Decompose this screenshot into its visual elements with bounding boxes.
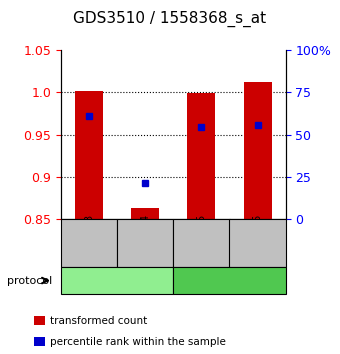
Text: percentile rank within the sample: percentile rank within the sample (50, 337, 226, 347)
Bar (243, 82, 272, 219)
Text: GSM260534: GSM260534 (140, 214, 150, 273)
Text: control: control (99, 275, 135, 286)
Text: GSM260533: GSM260533 (84, 214, 94, 273)
Text: protocol: protocol (7, 275, 52, 286)
Text: CLDN1
overexpression: CLDN1 overexpression (190, 270, 269, 291)
Text: GDS3510 / 1558368_s_at: GDS3510 / 1558368_s_at (73, 11, 267, 27)
Text: GSM260535: GSM260535 (197, 214, 206, 273)
Bar (75, 91, 103, 219)
Text: transformed count: transformed count (50, 316, 148, 326)
Bar (187, 93, 216, 219)
Bar (131, 207, 159, 219)
Text: GSM260536: GSM260536 (253, 214, 262, 273)
